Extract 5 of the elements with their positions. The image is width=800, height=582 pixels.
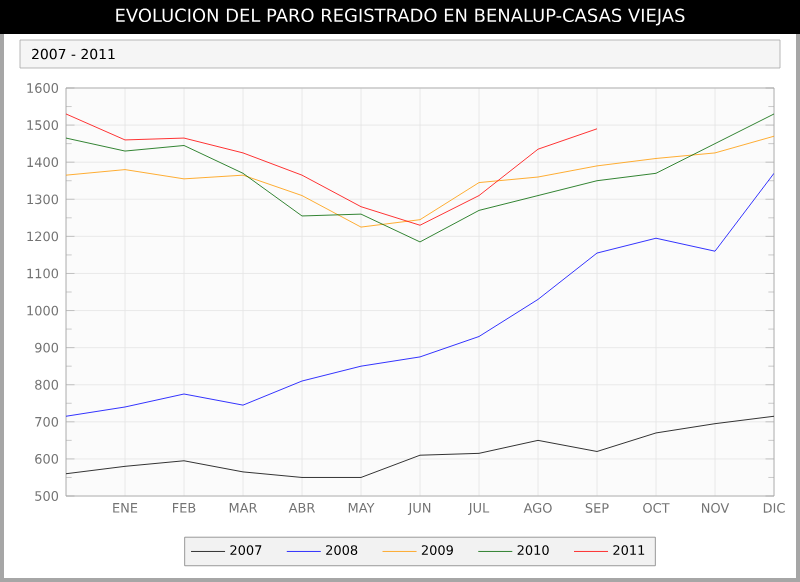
line-series (66, 135, 775, 228)
line-series (66, 415, 775, 478)
chart-title: EVOLUCION DEL PARO REGISTRADO EN BENALUP-CASAS VIEJAS (116, 8, 685, 26)
line-series (66, 113, 598, 226)
line-series (66, 172, 775, 417)
